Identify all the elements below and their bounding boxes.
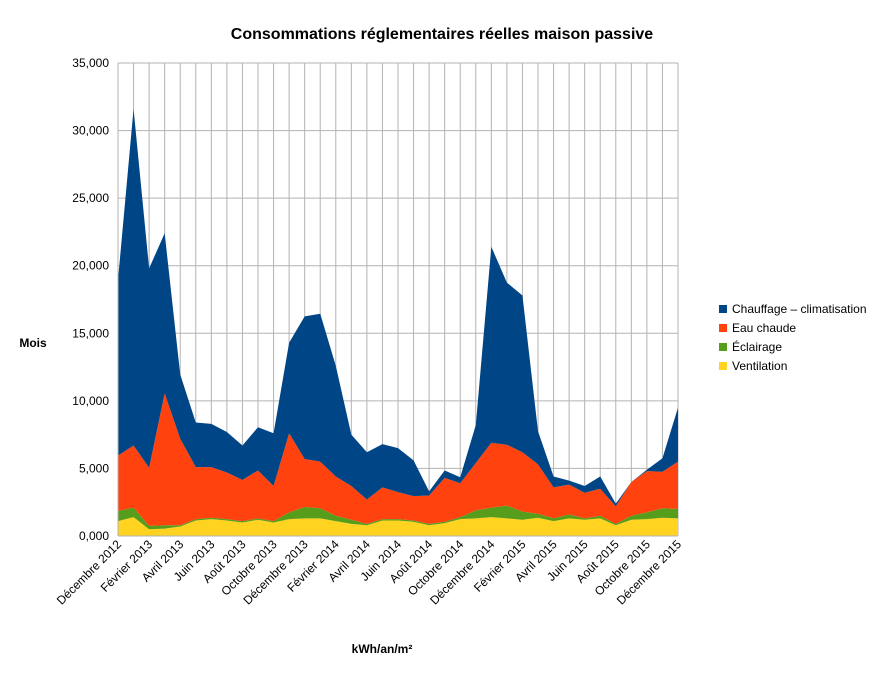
legend-label: Éclairage <box>732 339 782 354</box>
x-axis-title: kWh/an/m² <box>352 642 413 656</box>
legend-label: Ventilation <box>732 359 787 373</box>
area-series-0 <box>118 517 678 536</box>
stacked-areas <box>118 108 678 536</box>
y-tick-label: 5,000 <box>79 461 109 475</box>
legend-swatch <box>719 324 727 332</box>
legend-swatch <box>719 362 727 370</box>
axes <box>117 63 678 537</box>
legend-label: Eau chaude <box>732 321 796 335</box>
y-tick-label: 35,000 <box>72 56 109 70</box>
y-axis-title: Mois <box>19 336 47 350</box>
y-tick-labels: 0,000 5,000 10,000 15,000 20,000 25,000 30,000… <box>72 56 109 543</box>
legend-swatch <box>719 305 727 313</box>
area-series-2 <box>118 393 678 526</box>
legend-label: Chauffage – climatisation <box>732 302 867 316</box>
y-tick-label: 15,000 <box>72 326 109 340</box>
y-tick-label: 25,000 <box>72 191 109 205</box>
area-series-1 <box>118 505 678 530</box>
y-tick-label: 30,000 <box>72 124 109 138</box>
y-tick-label: 0,000 <box>79 529 109 543</box>
chart-title: Consommations réglementaires réelles mai… <box>231 26 654 43</box>
legend-swatch <box>719 343 727 351</box>
y-tick-label: 10,000 <box>72 394 109 408</box>
y-tick-label: 20,000 <box>72 259 109 273</box>
legend: Chauffage – climatisation Eau chaude Éclai… <box>719 302 867 373</box>
